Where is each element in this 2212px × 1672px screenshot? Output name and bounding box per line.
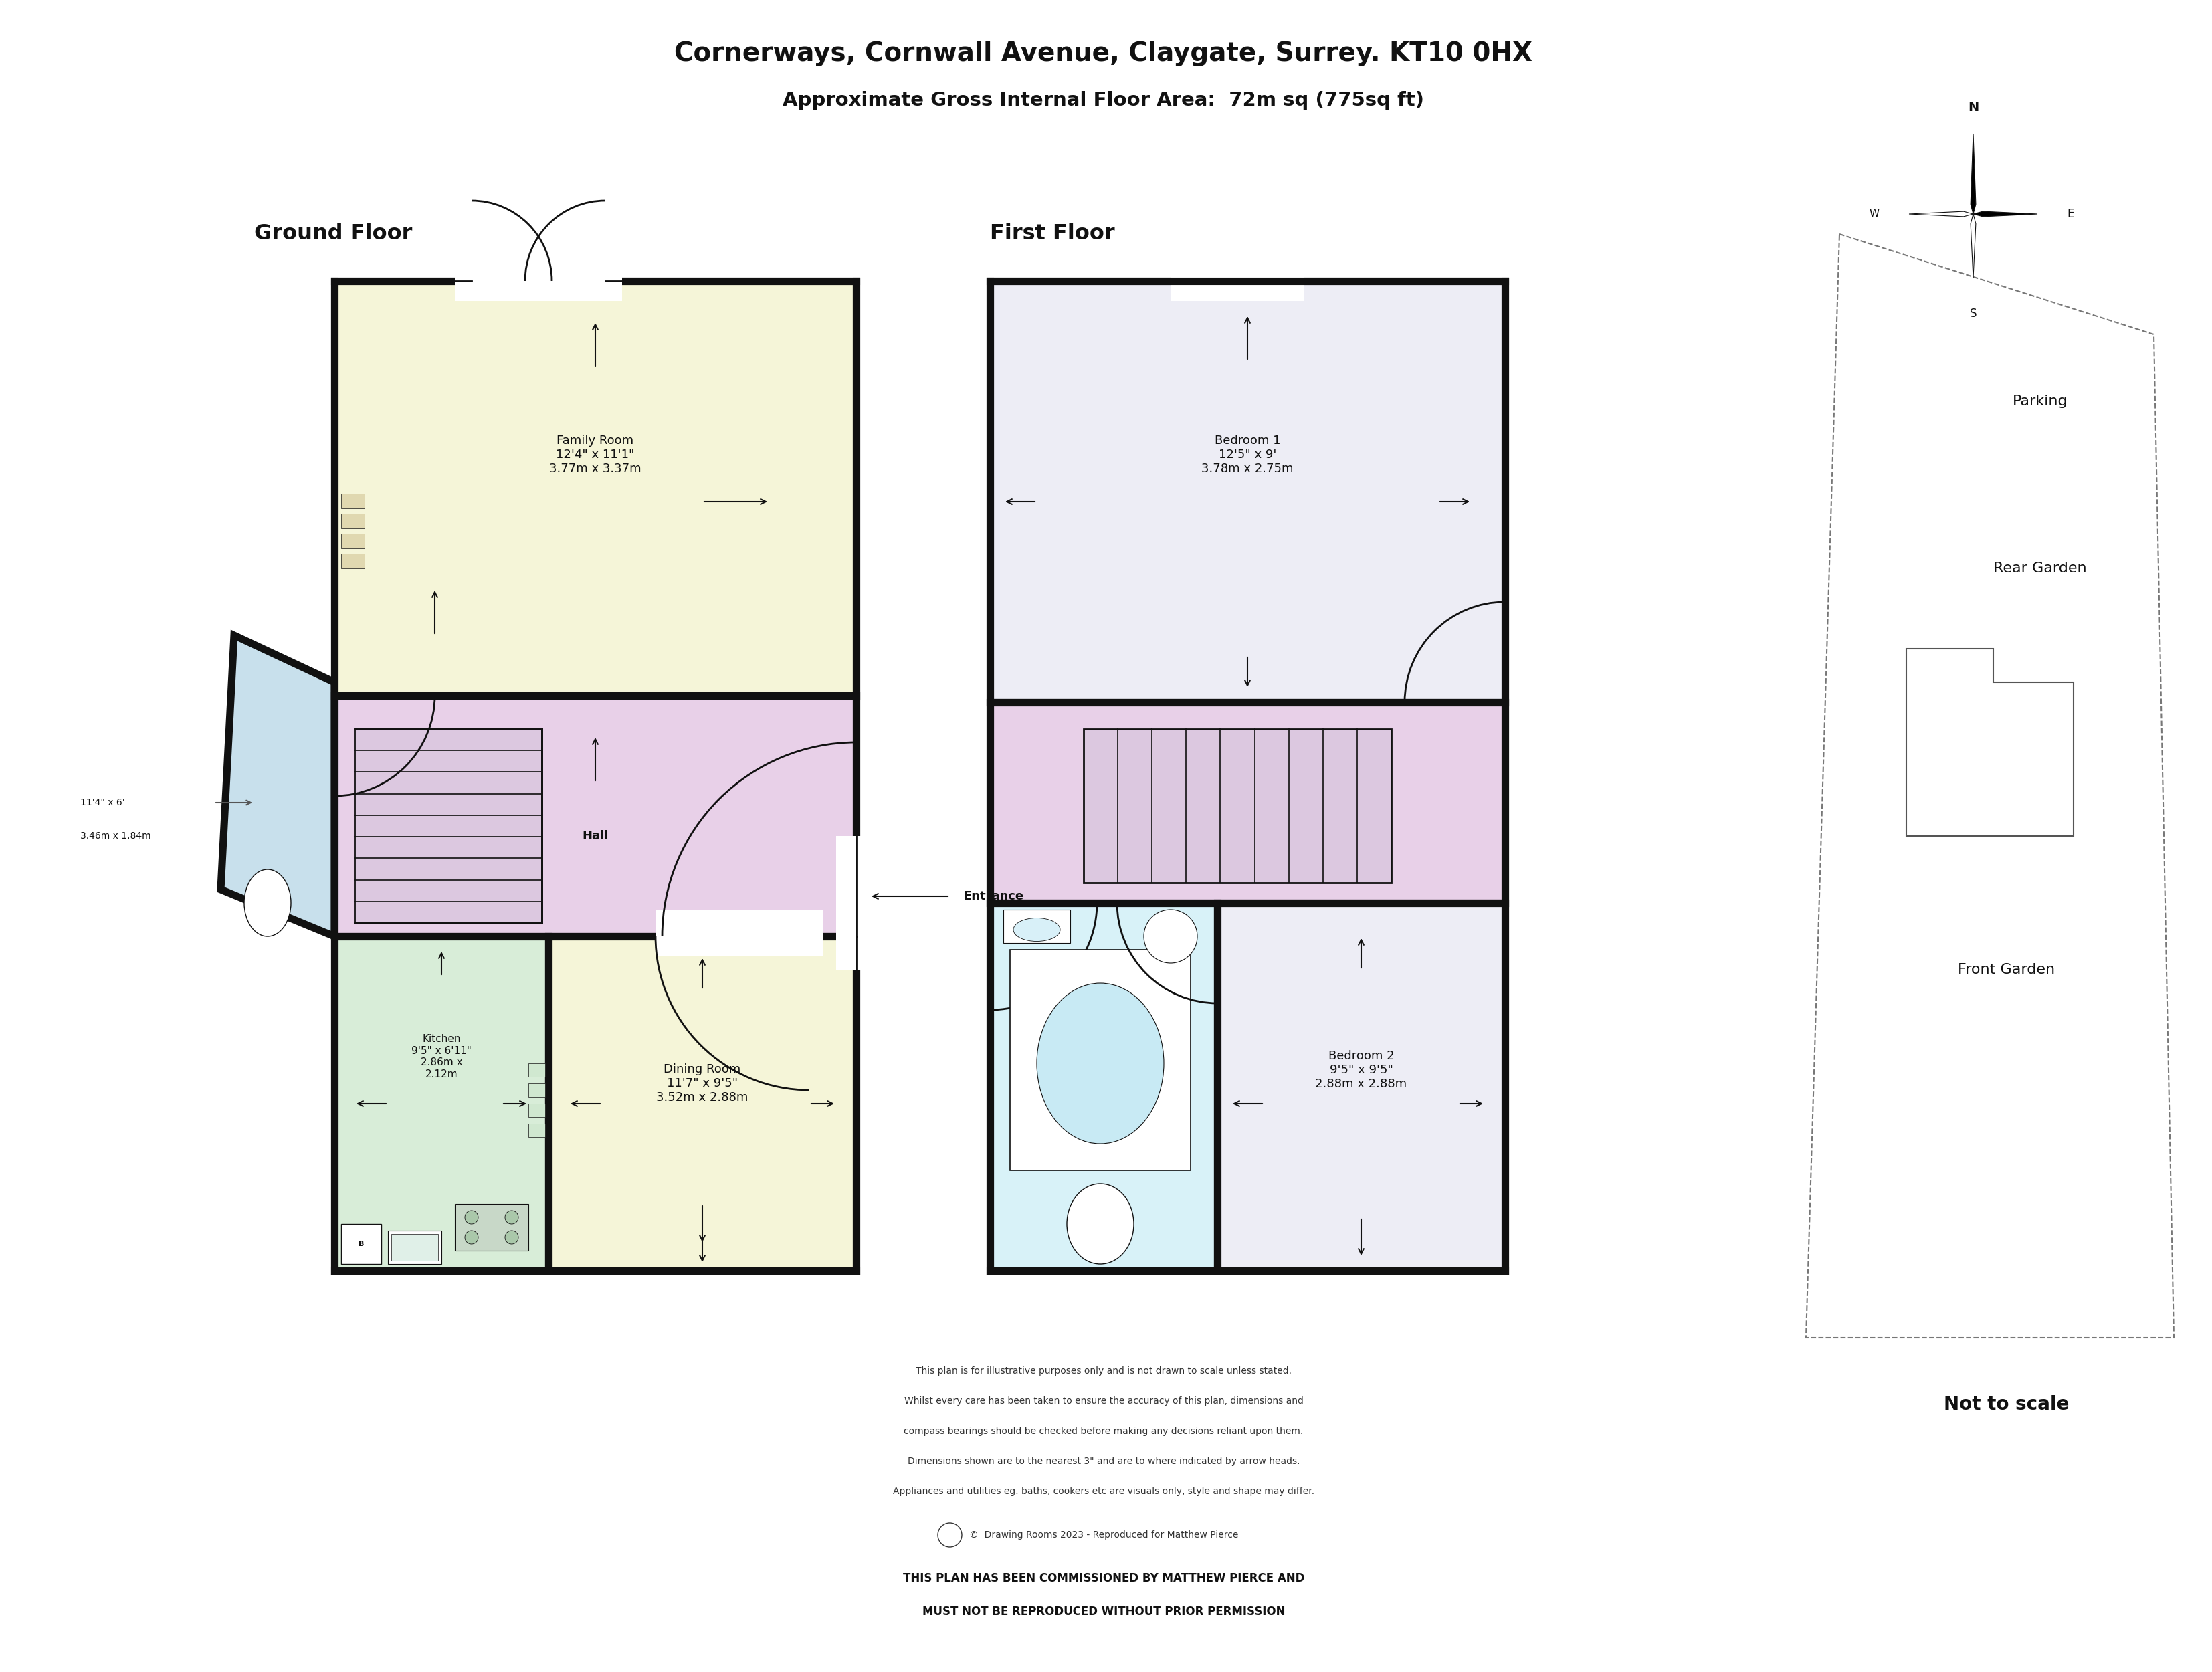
Polygon shape	[221, 635, 334, 936]
Bar	[1084, 729, 1391, 883]
Text: First Floor: First Floor	[991, 224, 1115, 244]
Circle shape	[465, 1231, 478, 1244]
Bar	[334, 281, 856, 696]
Text: Family Room
12'4" x 11'1"
3.77m x 3.37m: Family Room 12'4" x 11'1" 3.77m x 3.37m	[549, 435, 641, 475]
Bar	[836, 836, 883, 970]
Bar	[341, 1224, 380, 1264]
Text: Ground Floor: Ground Floor	[254, 224, 411, 244]
Text: Dining Room
11'7" x 9'5"
3.52m x 2.88m: Dining Room 11'7" x 9'5" 3.52m x 2.88m	[657, 1063, 748, 1104]
Text: Whilst every care has been taken to ensure the accuracy of this plan, dimensions: Whilst every care has been taken to ensu…	[905, 1396, 1303, 1406]
Polygon shape	[1971, 134, 1975, 214]
Text: Kitchen
9'5" x 6'11"
2.86m x
2.12m: Kitchen 9'5" x 6'11" 2.86m x 2.12m	[411, 1035, 471, 1078]
Text: Approximate Gross Internal Floor Area:  72m sq (775sq ft): Approximate Gross Internal Floor Area: 7…	[783, 90, 1425, 110]
Text: Hall: Hall	[582, 829, 608, 843]
Text: Not to scale: Not to scale	[1944, 1394, 2068, 1415]
Bar	[991, 903, 1217, 1271]
Bar	[341, 533, 365, 548]
Bar	[991, 281, 1504, 702]
Bar	[549, 936, 856, 1271]
Text: compass bearings should be checked before making any decisions reliant upon them: compass bearings should be checked befor…	[905, 1426, 1303, 1436]
Bar	[1011, 950, 1190, 1170]
Bar	[334, 936, 549, 1271]
Polygon shape	[1971, 214, 1975, 278]
Text: Cornerways, Cornwall Avenue, Claygate, Surrey. KT10 0HX: Cornerways, Cornwall Avenue, Claygate, S…	[675, 40, 1533, 67]
Text: 3.46m x 1.84m: 3.46m x 1.84m	[80, 831, 150, 841]
Text: E: E	[2066, 207, 2075, 221]
Text: THIS PLAN HAS BEEN COMMISSIONED BY MATTHEW PIERCE AND: THIS PLAN HAS BEEN COMMISSIONED BY MATTH…	[902, 1572, 1305, 1585]
Bar	[991, 702, 1504, 903]
Bar	[529, 1063, 544, 1077]
Polygon shape	[1973, 211, 2037, 217]
Polygon shape	[1909, 211, 1973, 217]
Text: Appliances and utilities eg. baths, cookers etc are visuals only, style and shap: Appliances and utilities eg. baths, cook…	[894, 1486, 1314, 1496]
Text: Entrance: Entrance	[962, 890, 1024, 903]
Bar	[341, 493, 365, 508]
Text: Front Garden: Front Garden	[1958, 963, 2055, 976]
Circle shape	[504, 1211, 518, 1224]
Bar	[354, 729, 542, 923]
Text: 11'4" x 6': 11'4" x 6'	[80, 798, 124, 808]
Bar	[341, 513, 365, 528]
Bar	[1004, 910, 1071, 943]
Ellipse shape	[1066, 1184, 1135, 1264]
Bar	[529, 1083, 544, 1097]
Bar	[387, 1231, 442, 1264]
Text: MUST NOT BE REPRODUCED WITHOUT PRIOR PERMISSION: MUST NOT BE REPRODUCED WITHOUT PRIOR PER…	[922, 1605, 1285, 1618]
Ellipse shape	[243, 869, 292, 936]
Text: Dimensions shown are to the nearest 3" and are to where indicated by arrow heads: Dimensions shown are to the nearest 3" a…	[907, 1456, 1301, 1466]
Text: Parking: Parking	[2013, 395, 2068, 408]
Bar	[456, 254, 622, 301]
Bar	[529, 1104, 544, 1117]
Bar	[1217, 903, 1504, 1271]
Bar	[334, 696, 856, 936]
Circle shape	[1144, 910, 1197, 963]
Text: N: N	[1969, 100, 1980, 114]
Text: B: B	[358, 1241, 365, 1247]
Ellipse shape	[1037, 983, 1164, 1144]
Bar	[529, 1124, 544, 1137]
Bar	[655, 910, 823, 956]
Bar	[341, 553, 365, 568]
Text: This plan is for illustrative purposes only and is not drawn to scale unless sta: This plan is for illustrative purposes o…	[916, 1366, 1292, 1376]
Text: S: S	[1969, 308, 1978, 319]
Circle shape	[504, 1231, 518, 1244]
Text: Bedroom 1
12'5" x 9'
3.78m x 2.75m: Bedroom 1 12'5" x 9' 3.78m x 2.75m	[1201, 435, 1294, 475]
Ellipse shape	[1013, 918, 1060, 941]
Bar	[392, 1234, 438, 1261]
Circle shape	[465, 1211, 478, 1224]
Text: Rear Garden: Rear Garden	[1993, 562, 2086, 575]
Text: Bedroom 2
9'5" x 9'5"
2.88m x 2.88m: Bedroom 2 9'5" x 9'5" 2.88m x 2.88m	[1316, 1050, 1407, 1090]
Bar	[456, 1204, 529, 1251]
Text: ©  Drawing Rooms 2023 - Reproduced for Matthew Pierce: © Drawing Rooms 2023 - Reproduced for Ma…	[969, 1530, 1239, 1540]
Text: W: W	[1869, 209, 1880, 219]
Bar	[1170, 254, 1305, 301]
